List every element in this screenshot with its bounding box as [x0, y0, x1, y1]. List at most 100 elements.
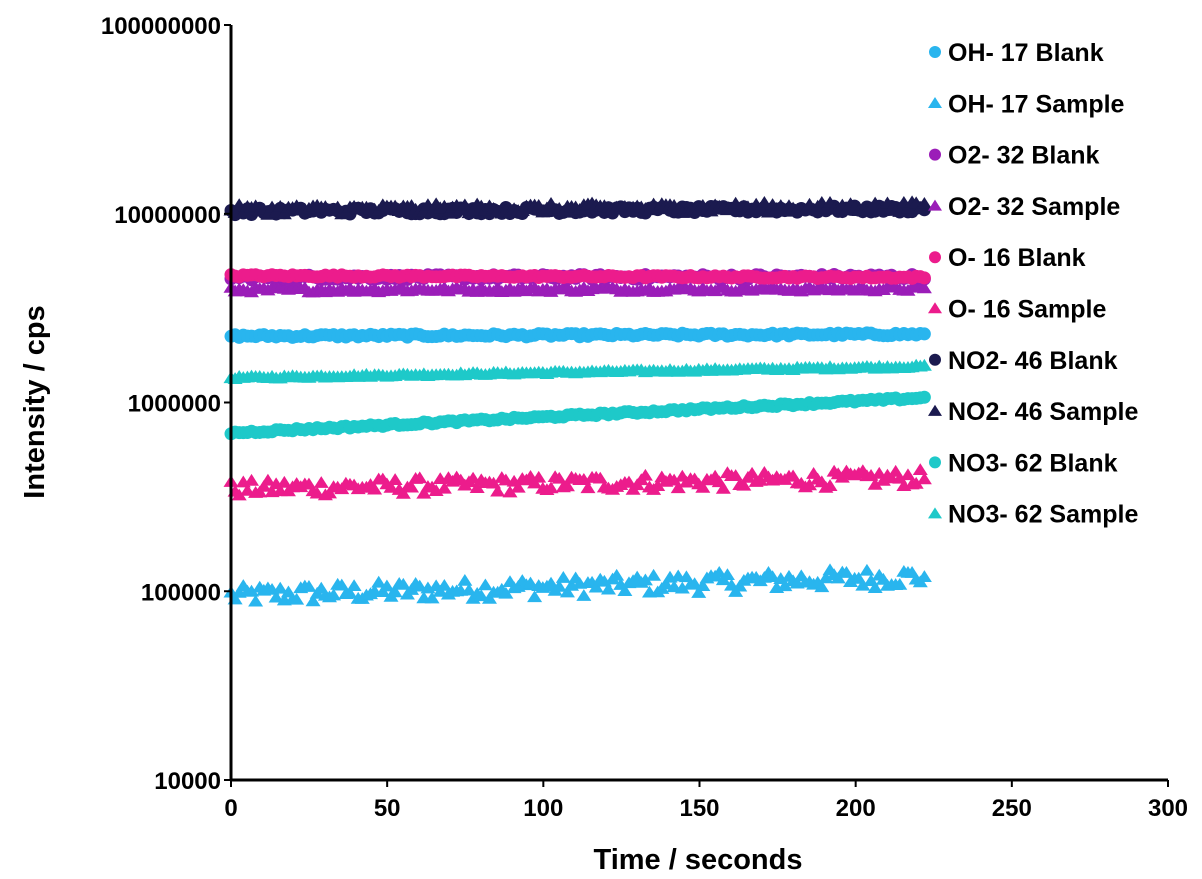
data-point — [387, 585, 403, 598]
data-point — [834, 470, 850, 483]
y-tick-label: 100000 — [141, 579, 221, 606]
data-point — [342, 586, 358, 599]
data-point — [916, 358, 932, 371]
legend-label: OH- 17 Blank — [948, 39, 1104, 67]
legend-marker — [929, 251, 941, 264]
legend-item: NO3- 62 Sample — [928, 501, 1138, 529]
legend-item: NO3- 62 Blank — [929, 449, 1118, 477]
data-point — [289, 592, 305, 605]
legend-marker — [928, 97, 942, 109]
data-point — [551, 579, 567, 592]
x-tick-label: 150 — [679, 795, 719, 822]
legend-item: O- 16 Sample — [928, 296, 1106, 324]
data-point — [395, 577, 411, 590]
legend-marker — [928, 302, 942, 314]
data-point — [908, 476, 924, 489]
data-point — [646, 568, 662, 581]
data-point — [892, 577, 908, 590]
data-point — [555, 205, 571, 218]
data-point — [830, 571, 846, 584]
data-point — [703, 204, 719, 217]
legend-marker — [928, 199, 942, 211]
legend-marker — [929, 46, 941, 58]
data-point — [231, 488, 247, 501]
legend-marker — [928, 404, 942, 416]
data-point — [728, 469, 744, 481]
series-o-16-blank — [224, 268, 931, 285]
data-point — [424, 591, 440, 604]
data-point — [523, 576, 539, 589]
data-point — [531, 470, 547, 483]
data-point — [436, 578, 452, 591]
data-point — [346, 579, 362, 592]
x-tick-label: 200 — [836, 795, 876, 822]
y-tick-label: 1000000 — [128, 391, 221, 418]
data-point — [502, 485, 518, 498]
data-point — [527, 590, 543, 603]
data-point — [412, 471, 428, 484]
data-point — [687, 577, 703, 590]
data-point — [559, 479, 575, 492]
data-point — [326, 588, 342, 601]
data-point — [239, 483, 255, 496]
data-point — [802, 478, 818, 491]
data-point — [260, 473, 276, 486]
data-point — [838, 566, 854, 578]
data-point — [900, 201, 916, 214]
data-point — [695, 480, 711, 493]
legend-marker — [929, 353, 941, 366]
data-point — [334, 578, 350, 591]
series-o2-32-sample — [223, 279, 932, 298]
data-point — [481, 591, 497, 604]
data-point — [440, 206, 456, 219]
legend-label: NO2- 46 Sample — [948, 398, 1138, 426]
data-point — [465, 203, 481, 216]
data-point — [313, 476, 329, 488]
y-tick-label: 100000000 — [101, 13, 221, 40]
data-point — [244, 473, 260, 486]
data-point — [600, 582, 616, 595]
data-point — [695, 579, 711, 592]
data-point — [892, 205, 908, 217]
data-point — [404, 583, 420, 595]
x-tick-label: 100 — [523, 795, 563, 822]
data-point — [272, 581, 288, 594]
data-point — [276, 475, 292, 488]
data-point — [917, 327, 931, 341]
data-point — [867, 581, 883, 594]
data-point — [818, 571, 834, 584]
series-no3-62-blank — [224, 390, 931, 441]
axes — [224, 24, 1169, 787]
data-point — [412, 579, 428, 592]
series-o-16-sample — [223, 463, 932, 501]
legend-label: O2- 32 Blank — [948, 142, 1100, 170]
data-point — [576, 589, 592, 601]
data-point — [912, 463, 928, 476]
data-point — [551, 471, 567, 484]
data-point — [371, 575, 387, 588]
data-point — [658, 577, 674, 590]
data-point — [917, 390, 931, 404]
data-point — [588, 580, 604, 593]
data-point — [859, 563, 875, 576]
data-point — [383, 480, 399, 493]
legend-label: NO3- 62 Blank — [948, 449, 1118, 477]
data-point — [473, 589, 489, 602]
legend-label: O2- 32 Sample — [948, 193, 1120, 221]
legend-label: O- 16 Blank — [948, 244, 1086, 272]
data-point — [244, 584, 260, 597]
data-point — [691, 586, 707, 598]
legend-item: O- 16 Blank — [929, 244, 1086, 272]
legend-item: OH- 17 Blank — [929, 39, 1104, 67]
data-point — [256, 479, 272, 492]
data-point — [555, 571, 571, 583]
data-point — [321, 486, 337, 499]
legend-label: O- 16 Sample — [948, 296, 1106, 324]
data-point — [752, 473, 768, 486]
data-point — [498, 586, 514, 599]
legend-label: NO3- 62 Sample — [948, 501, 1138, 529]
data-point — [867, 477, 883, 490]
data-point — [916, 472, 932, 485]
series-no2-46-sample — [223, 195, 932, 220]
data-point — [461, 583, 477, 596]
